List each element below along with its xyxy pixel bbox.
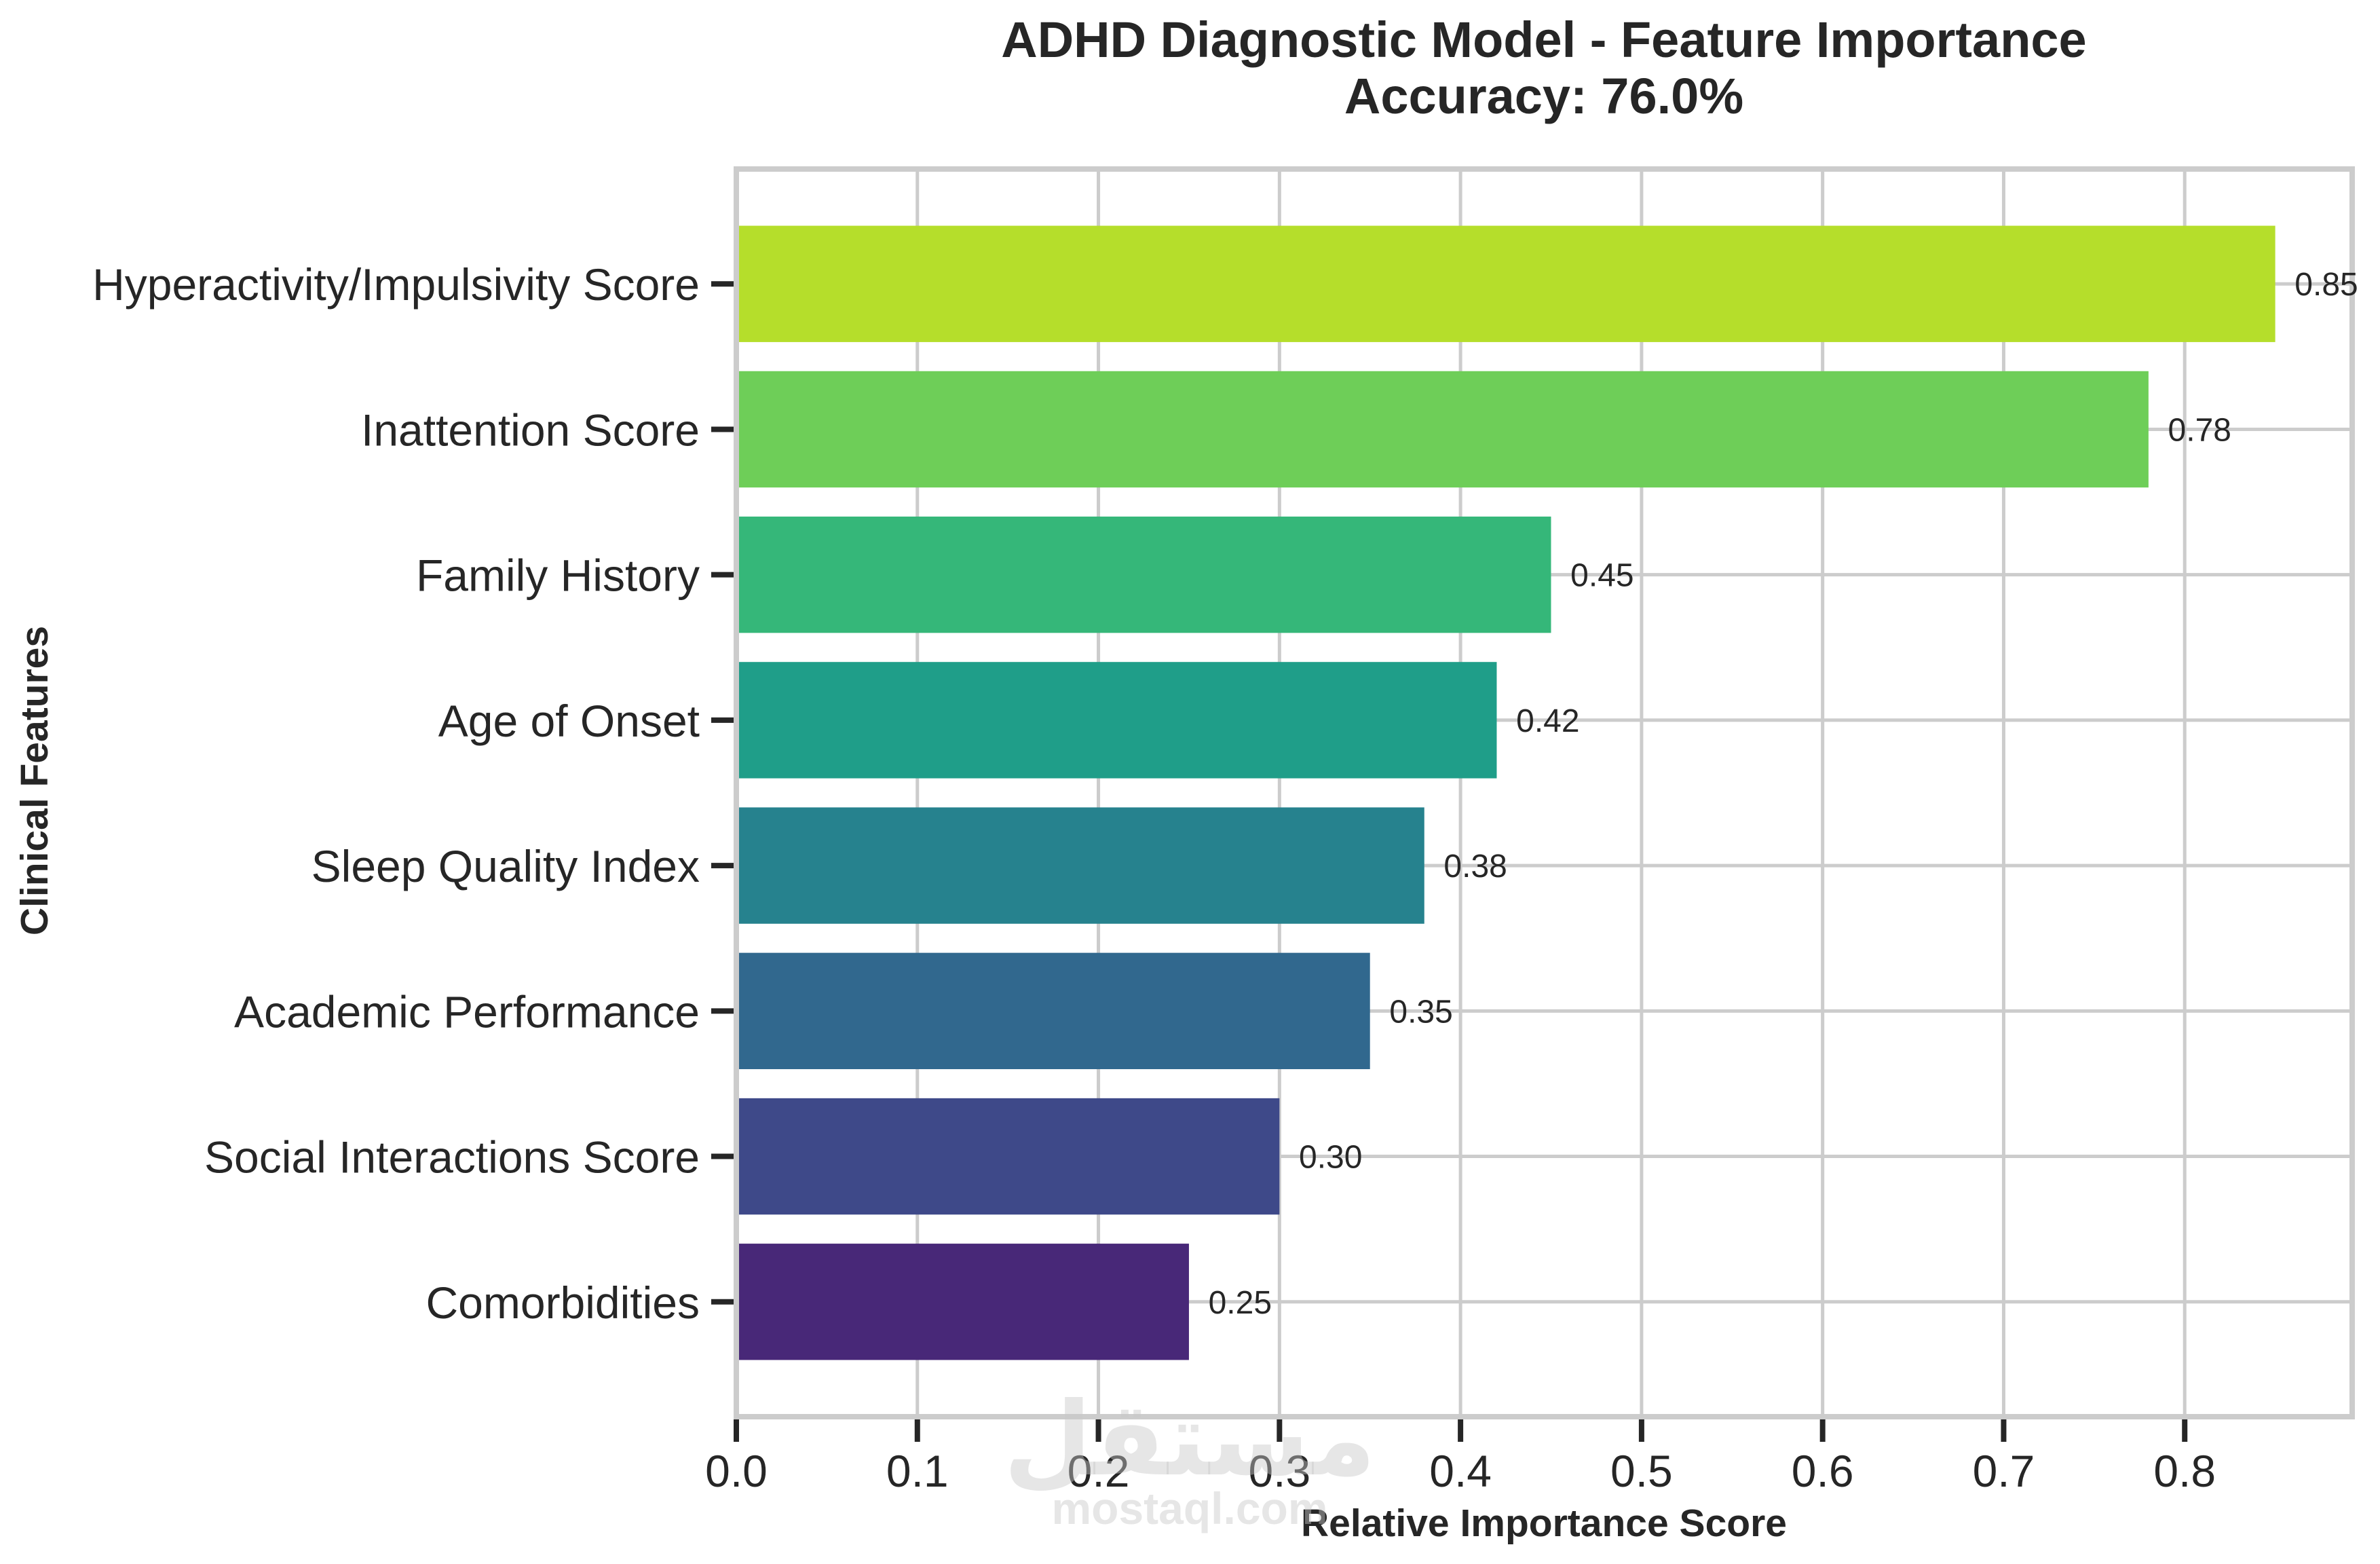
value-label: 0.42 bbox=[1516, 703, 1579, 739]
value-label: 0.85 bbox=[2294, 267, 2358, 303]
y-tick-label: Family History bbox=[416, 551, 700, 601]
x-axis-ticks: 0.0 0.1 0.2 0.3 0.4 0.5 0.6 0.7 0.8 bbox=[705, 1419, 2216, 1496]
value-label: 0.35 bbox=[1389, 994, 1452, 1030]
value-label: 0.78 bbox=[2168, 412, 2231, 448]
bar-family-history bbox=[736, 516, 1551, 633]
watermark: مستقل mostaql.com bbox=[1004, 1381, 1376, 1533]
axes-frame bbox=[734, 166, 2355, 1419]
y-axis-label: Clinical Features bbox=[13, 626, 56, 935]
bar-hyperactivity-impulsivity-score bbox=[736, 225, 2275, 342]
y-tick-label: Inattention Score bbox=[361, 405, 700, 455]
y-tick-label: Comorbidities bbox=[426, 1278, 700, 1328]
value-labels: 0.25 0.30 0.35 0.38 0.42 0.45 0.78 0.85 bbox=[1209, 267, 2358, 1321]
bar-comorbidities bbox=[736, 1244, 1189, 1360]
x-tick-label: 0.7 bbox=[1973, 1446, 2035, 1496]
value-label: 0.45 bbox=[1570, 558, 1633, 594]
y-tick-label: Age of Onset bbox=[438, 696, 700, 746]
watermark-latin: mostaql.com bbox=[1051, 1483, 1327, 1533]
x-tick-label: 0.2 bbox=[1068, 1446, 1130, 1496]
bar-social-interactions-score bbox=[736, 1098, 1280, 1215]
x-tick-label: 0.5 bbox=[1610, 1446, 1673, 1496]
value-label: 0.38 bbox=[1443, 849, 1507, 885]
value-label: 0.25 bbox=[1209, 1285, 1272, 1321]
chart-subtitle-accuracy: Accuracy: 76.0% bbox=[1344, 68, 1743, 124]
bar-inattention-score bbox=[736, 371, 2149, 488]
x-tick-label: 0.6 bbox=[1792, 1446, 1854, 1496]
x-tick-label: 0.8 bbox=[2153, 1446, 2216, 1496]
bar-age-of-onset bbox=[736, 662, 1497, 779]
y-tick-label: Hyperactivity/Impulsivity Score bbox=[92, 259, 700, 310]
watermark-arabic: مستقل bbox=[1004, 1381, 1376, 1499]
axes-spines bbox=[734, 166, 2355, 1419]
y-tick-label: Sleep Quality Index bbox=[311, 841, 700, 891]
x-tick-label: 0.0 bbox=[705, 1446, 768, 1496]
bar-sleep-quality-index bbox=[736, 807, 1424, 924]
chart-title: ADHD Diagnostic Model - Feature Importan… bbox=[1001, 12, 2086, 68]
value-label: 0.30 bbox=[1299, 1140, 1362, 1176]
y-tick-label: Academic Performance bbox=[234, 986, 700, 1037]
x-tick-label: 0.4 bbox=[1429, 1446, 1492, 1496]
x-tick-label: 0.3 bbox=[1248, 1446, 1310, 1496]
y-tick-label: Social Interactions Score bbox=[204, 1132, 700, 1183]
y-axis-ticks: Comorbidities Social Interactions Score Ac… bbox=[92, 259, 734, 1328]
x-tick-label: 0.1 bbox=[886, 1446, 949, 1496]
x-axis-label: Relative Importance Score bbox=[1301, 1502, 1787, 1545]
bars bbox=[736, 225, 2275, 1360]
bar-academic-performance bbox=[736, 952, 1370, 1070]
